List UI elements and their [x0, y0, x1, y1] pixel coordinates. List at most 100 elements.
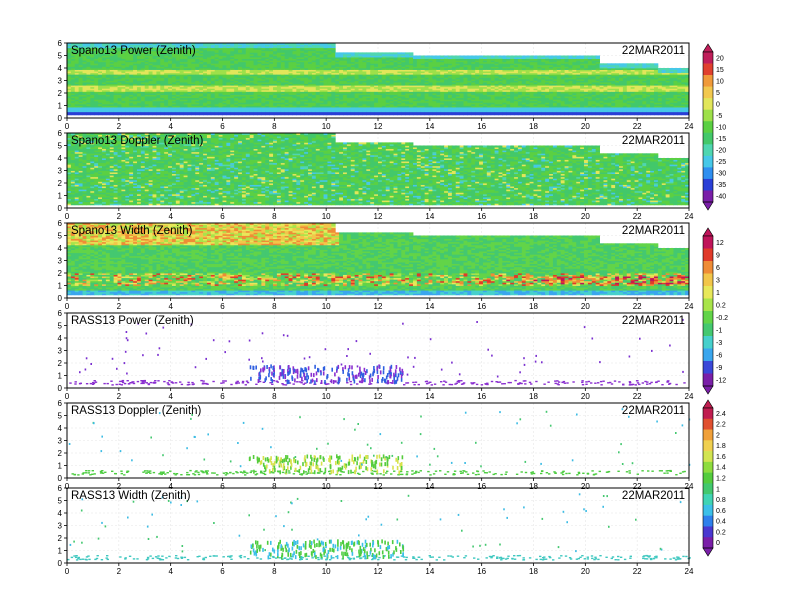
y-tick-label: 2: [58, 269, 63, 278]
x-tick-label: 16: [477, 122, 486, 131]
colorbar-label: 1: [716, 290, 720, 297]
x-tick-label: 8: [272, 482, 277, 491]
y-tick-label: 6: [58, 309, 63, 318]
x-tick-label: 4: [168, 122, 173, 131]
colorbar-label: 0.2: [716, 529, 726, 536]
x-tick-label: 16: [477, 567, 486, 576]
x-tick-label: 14: [425, 122, 434, 131]
colorbar-segment: [703, 109, 713, 122]
y-tick-label: 3: [58, 77, 63, 86]
y-tick-label: 5: [58, 52, 63, 61]
x-tick-label: 18: [529, 392, 538, 401]
x-tick-label: 4: [168, 482, 173, 491]
y-tick-label: 4: [58, 154, 63, 163]
y-tick-label: 5: [58, 232, 63, 241]
y-tick-label: 0: [58, 474, 63, 483]
x-tick-label: 14: [425, 212, 434, 221]
x-tick-label: 2: [117, 302, 122, 311]
colorbar-segment: [703, 440, 713, 452]
colorbar-segment: [703, 408, 713, 420]
x-tick-label: 16: [477, 482, 486, 491]
colorbar-label: -9: [716, 365, 722, 372]
x-tick-label: 18: [529, 212, 538, 221]
y-tick-label: 4: [58, 334, 63, 343]
colorbar-label: 1.6: [716, 454, 726, 461]
y-tick-label: 6: [58, 399, 63, 408]
panel-title: RASS13 Power (Zenith): [71, 315, 194, 327]
colorbar-segment: [703, 418, 713, 430]
colorbar-label: 9: [716, 252, 720, 259]
colorbar-label: 15: [716, 67, 724, 74]
panel-title: RASS13 Width (Zenith): [71, 490, 191, 502]
y-tick-label: 6: [58, 39, 63, 48]
x-tick-label: 0: [65, 212, 70, 221]
colorbar-width: 12 9 6 3 1 0.2 -0.2 -1 -3 -6 -9 -12: [702, 227, 728, 395]
colorbar-label: -5: [716, 113, 722, 120]
x-tick-label: 14: [425, 567, 434, 576]
colorbar-label: 0.2: [716, 302, 726, 309]
panel-title: Spano13 Power (Zenith): [71, 45, 196, 57]
colorbar-segment: [703, 348, 713, 362]
x-tick-label: 10: [322, 212, 331, 221]
panel-2-data: [67, 133, 690, 206]
colorbar-label: 2: [716, 432, 720, 439]
x-tick-label: 6: [220, 567, 225, 576]
y-tick-label: 2: [58, 534, 63, 543]
x-tick-label: 14: [425, 392, 434, 401]
x-tick-label: 18: [529, 567, 538, 576]
colorbar-label: 2.4: [716, 411, 726, 418]
x-tick-label: 24: [685, 482, 694, 491]
colorbar-segment: [703, 132, 713, 145]
x-tick-label: 0: [65, 392, 70, 401]
y-tick-label: 4: [58, 424, 63, 433]
colorbar-segment: [703, 190, 713, 203]
x-tick-label: 16: [477, 392, 486, 401]
y-tick-label: 3: [58, 167, 63, 176]
x-tick-label: 18: [529, 122, 538, 131]
y-tick-label: 4: [58, 244, 63, 253]
panel-date: 22MAR2011: [622, 45, 685, 57]
colorbar-segment: [703, 483, 713, 495]
colorbar-segment: [703, 373, 713, 387]
y-tick-label: 6: [58, 484, 63, 493]
y-tick-label: 2: [58, 449, 63, 458]
x-tick-label: 2: [117, 212, 122, 221]
x-tick-label: 8: [272, 302, 277, 311]
colorbar-segment: [703, 248, 713, 262]
x-tick-label: 2: [117, 567, 122, 576]
colorbar-label: 12: [716, 240, 724, 247]
panel-date: 22MAR2011: [622, 135, 685, 147]
panel-6-data: [67, 493, 691, 561]
colorbar-label: -15: [716, 136, 726, 143]
x-tick-label: 10: [322, 482, 331, 491]
y-tick-label: 3: [58, 437, 63, 446]
x-tick-label: 10: [322, 567, 331, 576]
panel-5-data: [68, 408, 691, 476]
colorbar-segment: [703, 472, 713, 484]
colorbar-segment: [703, 323, 713, 337]
panel-date: 22MAR2011: [622, 490, 685, 502]
x-tick-label: 12: [374, 302, 383, 311]
y-tick-label: 5: [58, 142, 63, 151]
colorbar-segment: [703, 298, 713, 312]
x-tick-label: 4: [168, 392, 173, 401]
x-tick-label: 8: [272, 567, 277, 576]
x-tick-label: 10: [322, 302, 331, 311]
colorbar-segment: [703, 526, 713, 538]
x-tick-label: 24: [685, 392, 694, 401]
colorbar-label: 1.2: [716, 476, 726, 483]
y-tick-label: 1: [58, 547, 63, 556]
colorbar-label: 20: [716, 55, 724, 62]
y-tick-label: 2: [58, 89, 63, 98]
y-tick-label: 2: [58, 179, 63, 188]
x-tick-label: 4: [168, 302, 173, 311]
x-tick-label: 20: [581, 122, 590, 131]
colorbar-label: -1: [716, 327, 722, 334]
y-tick-label: 5: [58, 322, 63, 331]
x-tick-label: 20: [581, 482, 590, 491]
x-tick-label: 6: [220, 122, 225, 131]
colorbar-segment: [703, 429, 713, 441]
x-tick-label: 6: [220, 212, 225, 221]
